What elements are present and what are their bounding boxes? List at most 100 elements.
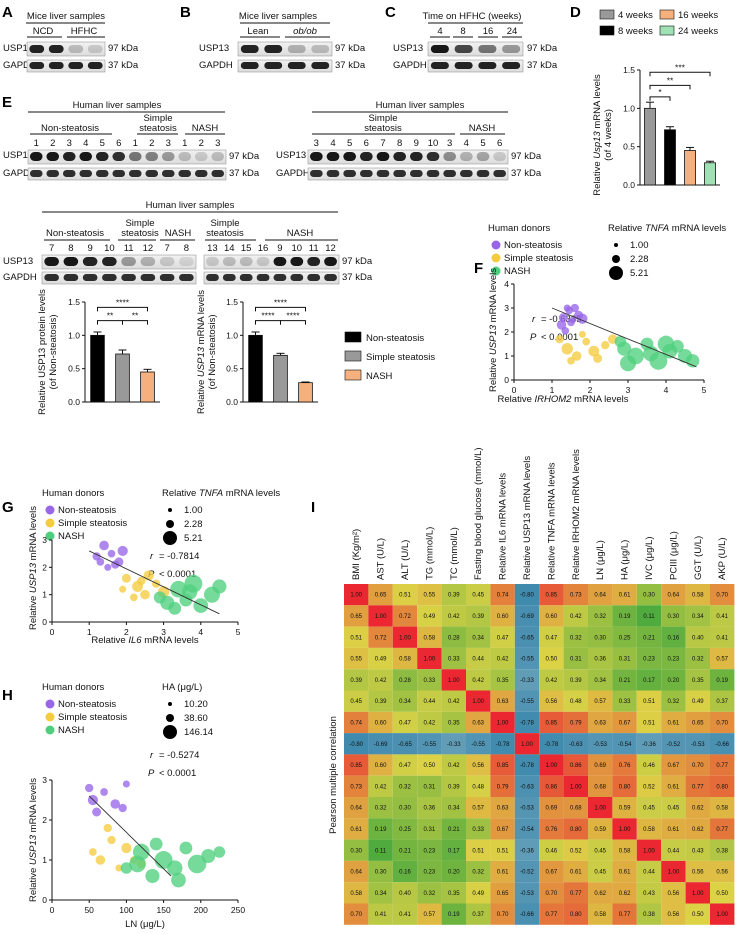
- panel-g-fit-line: [89, 550, 220, 615]
- panel-i-cell: [661, 647, 686, 670]
- panel-i-cell: [514, 626, 540, 648]
- panel-a-kda-37: 37 kDa: [108, 60, 139, 71]
- panel-i-cell-value: 0.37: [472, 912, 484, 918]
- panel-i-cell-value: 0.63: [594, 720, 606, 726]
- panel-e-blot3-lane-label: 8: [184, 243, 189, 254]
- panel-i-cell: [417, 647, 442, 670]
- panel-i-cell: [368, 605, 393, 627]
- panel-i-column-label: PCIII (μg/L): [668, 531, 679, 580]
- panel-i-cell-value: 0.58: [643, 827, 655, 833]
- panel-e-blot2-gapdh: [307, 167, 509, 181]
- panel-g-xtick: 3: [161, 627, 166, 637]
- panel-i-cell-value: 0.42: [448, 699, 460, 705]
- panel-i-cell: [392, 733, 418, 755]
- panel-i-cell: [392, 626, 418, 648]
- panel-i-cell: [539, 626, 564, 648]
- panel-i-cell-value: 0.45: [472, 593, 484, 599]
- panel-i-cell: [636, 711, 662, 734]
- panel-a: A Mice liver samples NCD HFHC USP13 GAPD…: [2, 4, 139, 73]
- panel-g-ytick: 3: [42, 535, 47, 545]
- panel-i-cell: [417, 754, 442, 776]
- panel-e-blot2-usp13-band: [460, 152, 473, 161]
- panel-i-cell-value: 0.44: [424, 699, 436, 705]
- panel-i-cell: [588, 860, 613, 883]
- panel-f-r-label: r: [532, 314, 536, 325]
- panel-c-lane-label: 16: [483, 26, 494, 37]
- panel-f-fit-line: [551, 307, 697, 368]
- panel-e-blot2-gapdh-band: [360, 170, 373, 177]
- panel-b-usp13-band: [240, 45, 259, 53]
- panel-h-size-dot: [163, 725, 177, 739]
- panel-h-point: [95, 855, 106, 865]
- panel-i-cell-value: 0.49: [472, 891, 484, 897]
- panel-h-r-label: r: [150, 750, 154, 761]
- panel-c-usp13-band: [454, 45, 473, 53]
- panel-i-cell: [563, 860, 588, 883]
- panel-g-point: [181, 584, 198, 600]
- panel-f-ytick: 4: [504, 279, 509, 289]
- panel-i-cell-value: 0.57: [716, 657, 728, 663]
- panel-c-blot-usp13: [427, 41, 524, 57]
- panel-e-bar2-ylabel: Relative USP13 mRNA levels: [196, 290, 207, 414]
- panel-g-point: [143, 570, 154, 581]
- panel-i-cell-value: 0.64: [350, 806, 362, 812]
- panel-i-cell-value: 0.85: [497, 763, 509, 769]
- panel-i-cell-value: 0.52: [570, 848, 582, 854]
- panel-i-cell: [661, 797, 686, 819]
- panel-i-cell-value: 1.00: [570, 784, 582, 790]
- panel-i-cell-value: 1.00: [668, 870, 680, 876]
- panel-i-cell-value: 0.85: [350, 763, 362, 769]
- panel-i-cell-value: 0.67: [619, 720, 631, 726]
- panel-h-point: [145, 868, 160, 884]
- panel-g: G Human donors Non-steatosis Simple steato…: [2, 488, 280, 646]
- panel-i-cell: [344, 711, 369, 734]
- panel-i-cell: [636, 839, 662, 861]
- panel-i-cell-value: 0.44: [643, 870, 655, 876]
- panel-e-bar1-bar: [140, 371, 155, 403]
- panel-e-blot4-usp13-band: [256, 257, 270, 266]
- panel-e-blot1-usp13-band: [112, 152, 126, 161]
- panel-i-cell-value: 1.00: [716, 912, 728, 918]
- panel-i-cell-value: -0.55: [423, 742, 437, 748]
- panel-c-lane-label: 4: [437, 26, 442, 37]
- panel-i-cell: [636, 860, 662, 883]
- panel-i-cell-value: 0.77: [716, 763, 728, 769]
- panel-e-bar2-ysub: (of Non-steatosis): [207, 315, 218, 390]
- panel-e-blot2-group-nash: NASH: [469, 123, 496, 134]
- panel-i-cell: [490, 584, 515, 606]
- panel-i-cell: [417, 839, 442, 861]
- panel-i-cell-value: -0.52: [667, 742, 681, 748]
- panel-e-blot1-lane-label: 5: [100, 138, 105, 149]
- panel-h-point: [107, 835, 116, 845]
- panel-i-cell-value: 0.23: [424, 848, 436, 854]
- panel-i-cell-value: -0.55: [471, 742, 485, 748]
- panel-i-cell: [661, 818, 686, 840]
- panel-e-blot2-usp13-band: [343, 152, 356, 161]
- panel-i-cell: [368, 882, 393, 904]
- panel-e-blot2-usp13-band: [360, 152, 373, 161]
- panel-i-cell-value: -0.36: [642, 742, 656, 748]
- panel-d-sig: *: [658, 87, 662, 97]
- panel-h-ylabel: Relative USP13 mRNA levels: [28, 778, 39, 902]
- panel-g-ylabel: Relative USP13 mRNA levels: [28, 506, 39, 630]
- panel-d-legend-swatch: [599, 9, 615, 20]
- panel-f-size-dot: [609, 266, 623, 280]
- panel-a-gapdh-band: [48, 62, 64, 69]
- panel-f-ytick: 3: [504, 303, 509, 313]
- panel-e-blot2-gapdh-band: [410, 170, 423, 177]
- panel-i-cell-value: 0.19: [375, 827, 387, 833]
- panel-g-xtick: 0: [50, 627, 55, 637]
- panel-i-cell: [636, 690, 662, 712]
- panel-i-cell: [344, 584, 369, 606]
- panel-h-point: [110, 799, 121, 809]
- panel-g-point: [96, 558, 105, 566]
- panel-h-size-dot: [166, 714, 174, 722]
- panel-i-cell-value: 0.59: [619, 806, 631, 812]
- panel-i-cell: [441, 860, 466, 883]
- panel-g-size-title: Relative TNFA mRNA levels: [162, 488, 280, 499]
- panel-i-cell-value: 0.46: [546, 848, 558, 854]
- panel-i-cell-value: 0.45: [594, 848, 606, 854]
- panel-e-blot1-lane-label: 1: [133, 138, 138, 149]
- panel-i-cell-value: 0.16: [668, 635, 680, 641]
- panel-i-cell: [490, 882, 515, 904]
